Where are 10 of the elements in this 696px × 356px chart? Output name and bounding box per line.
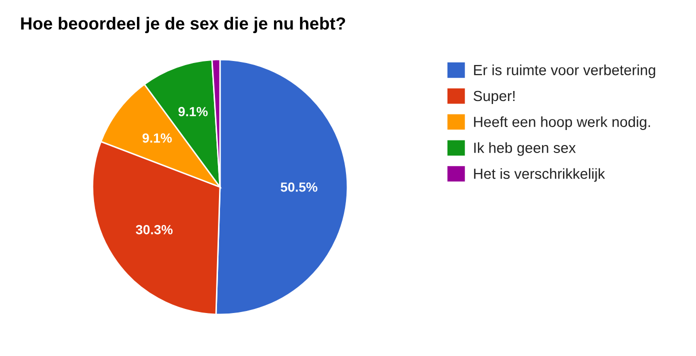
legend-label: Heeft een hoop werk nodig. — [474, 116, 650, 130]
legend-label: Het is verschrikkelijk — [474, 168, 606, 182]
chart-title: Hoe beoordeel je de sex die je nu hebt? — [21, 16, 346, 34]
data-label: 50.5% — [280, 182, 318, 192]
data-label: 9.1% — [178, 106, 208, 116]
legend-label: Er is ruimte voor verbetering — [474, 64, 656, 78]
data-label: 9.1% — [142, 133, 172, 143]
data-label: 30.3% — [136, 224, 173, 234]
legend-label: Super! — [474, 90, 515, 104]
legend-label: Ik heb geen sex — [474, 142, 576, 156]
